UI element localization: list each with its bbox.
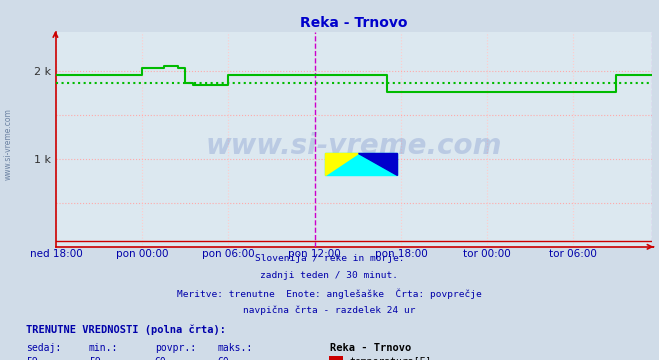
Text: 60: 60 xyxy=(155,357,167,360)
Text: sedaj:: sedaj: xyxy=(26,343,61,354)
Text: povpr.:: povpr.: xyxy=(155,343,196,354)
Text: www.si-vreme.com: www.si-vreme.com xyxy=(3,108,13,180)
Text: zadnji teden / 30 minut.: zadnji teden / 30 minut. xyxy=(260,271,399,280)
Text: navpična črta - razdelek 24 ur: navpična črta - razdelek 24 ur xyxy=(243,306,416,315)
Text: Slovenija / reke in morje.: Slovenija / reke in morje. xyxy=(255,254,404,263)
Text: maks.:: maks.: xyxy=(217,343,252,354)
Text: 60: 60 xyxy=(217,357,229,360)
Polygon shape xyxy=(358,153,397,175)
Polygon shape xyxy=(326,153,358,175)
Text: min.:: min.: xyxy=(89,343,119,354)
Text: Meritve: trenutne  Enote: anglešaške  Črta: povprečje: Meritve: trenutne Enote: anglešaške Črta… xyxy=(177,288,482,299)
Text: 59: 59 xyxy=(26,357,38,360)
Text: TRENUTNE VREDNOSTI (polna črta):: TRENUTNE VREDNOSTI (polna črta): xyxy=(26,325,226,335)
Text: 59: 59 xyxy=(89,357,101,360)
Title: Reka - Trnovo: Reka - Trnovo xyxy=(301,16,408,30)
Bar xyxy=(326,153,397,175)
Text: www.si-vreme.com: www.si-vreme.com xyxy=(206,132,502,160)
Text: Reka - Trnovo: Reka - Trnovo xyxy=(330,343,411,354)
Text: temperatura[F]: temperatura[F] xyxy=(349,357,432,360)
